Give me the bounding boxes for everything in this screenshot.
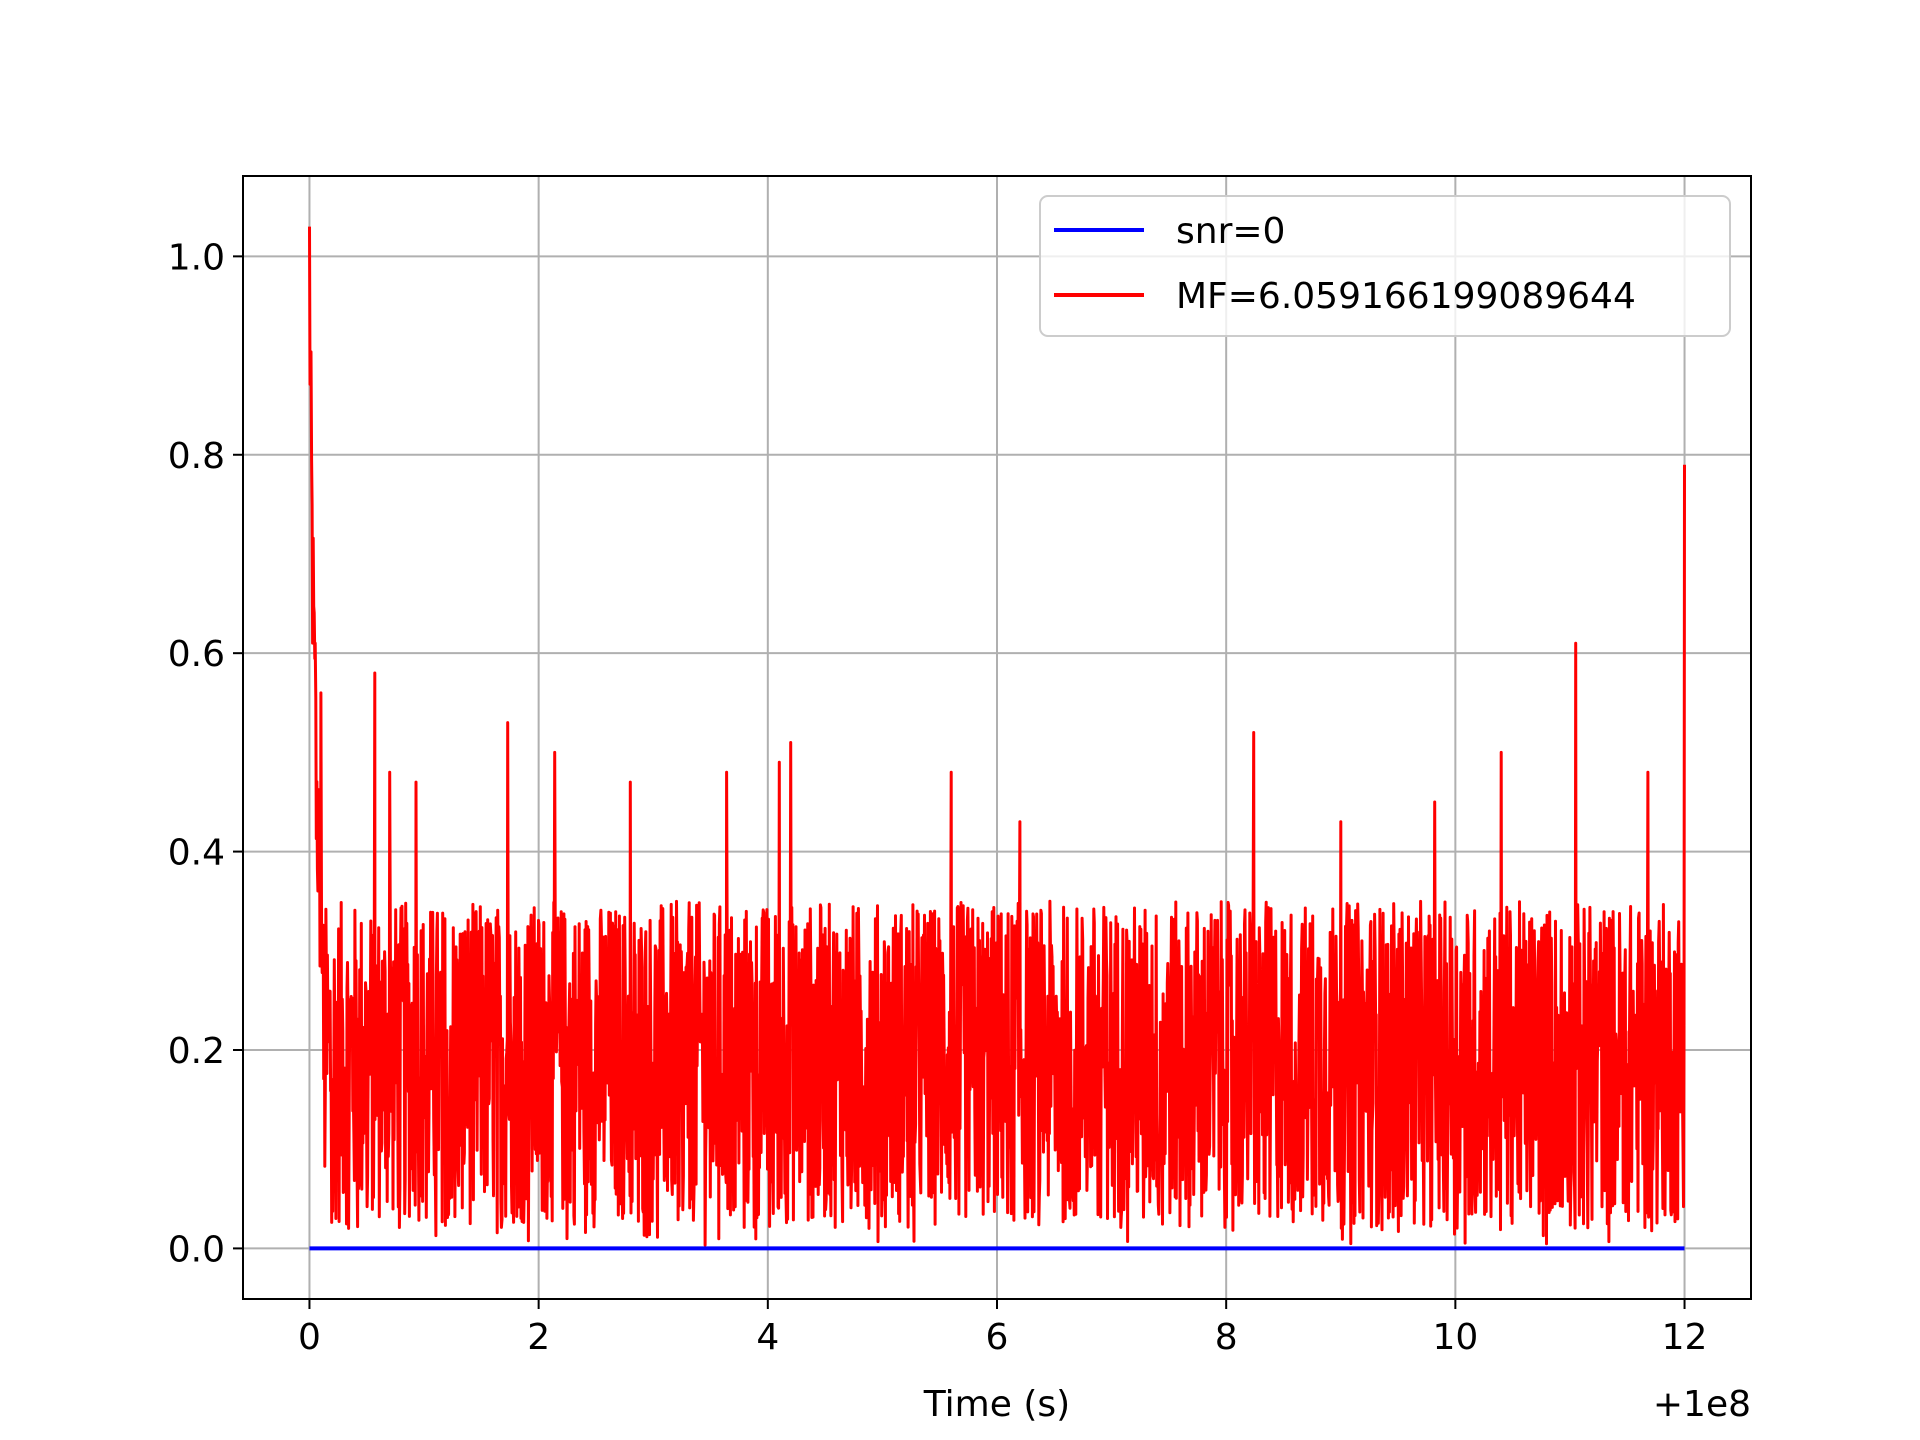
- axis-ticks: 0 2 4 6 8 10 12 0.0 0.2 0.4 0.6 0.8 1.0: [168, 237, 1708, 1358]
- legend-label-snr: snr=0: [1176, 211, 1285, 252]
- legend: snr=0 MF=6.059166199089644: [1039, 195, 1731, 337]
- x-tick-label: 2: [527, 1317, 550, 1358]
- x-tick-label: 8: [1215, 1317, 1238, 1358]
- y-tick-label: 0.8: [168, 436, 225, 477]
- x-offset-label: +1e8: [1653, 1384, 1751, 1425]
- plot-series: [308, 226, 1686, 1251]
- y-tick-label: 0.4: [168, 833, 225, 874]
- y-tick-label: 0.0: [168, 1229, 225, 1270]
- x-tick-label: 12: [1662, 1317, 1708, 1358]
- x-tick-label: 4: [756, 1317, 779, 1358]
- y-tick-label: 1.0: [168, 237, 225, 278]
- legend-label-mf: MF=6.059166199089644: [1176, 276, 1636, 317]
- legend-box: [1039, 195, 1731, 337]
- series-line-mf: [308, 226, 1686, 1247]
- y-tick-label: 0.6: [168, 634, 225, 675]
- x-tick-label: 0: [298, 1317, 321, 1358]
- x-tick-label: 10: [1432, 1317, 1478, 1358]
- y-tick-label: 0.2: [168, 1031, 225, 1072]
- x-tick-label: 6: [986, 1317, 1009, 1358]
- x-axis-label: Time (s): [923, 1384, 1070, 1425]
